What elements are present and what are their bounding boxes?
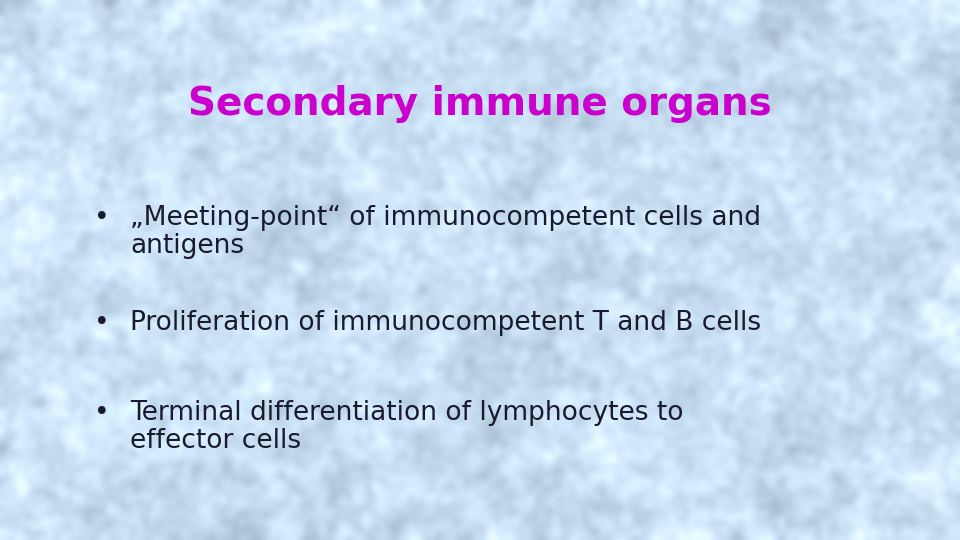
Text: „Meeting-point“ of immunocompetent cells and: „Meeting-point“ of immunocompetent cells…	[130, 205, 761, 231]
Text: •: •	[94, 400, 110, 426]
Text: •: •	[94, 310, 110, 336]
Text: Proliferation of immunocompetent T and B cells: Proliferation of immunocompetent T and B…	[130, 310, 761, 336]
Text: Secondary immune organs: Secondary immune organs	[188, 85, 772, 123]
Text: antigens: antigens	[130, 233, 244, 259]
Text: effector cells: effector cells	[130, 428, 301, 454]
Text: Terminal differentiation of lymphocytes to: Terminal differentiation of lymphocytes …	[130, 400, 684, 426]
Text: •: •	[94, 205, 110, 231]
